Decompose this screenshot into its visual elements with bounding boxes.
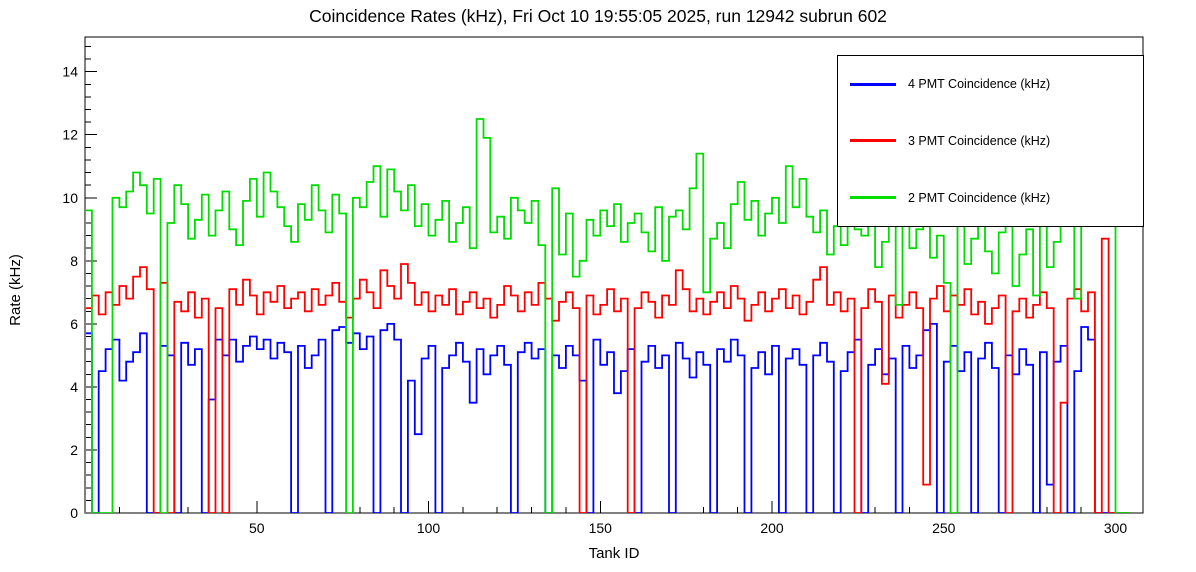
svg-text:12: 12 <box>62 127 78 143</box>
svg-text:50: 50 <box>249 520 265 536</box>
legend-label-2pmt: 2 PMT Coincidence (kHz) <box>908 190 1051 205</box>
y-axis-title: Rate (kHz) <box>7 254 24 326</box>
svg-text:8: 8 <box>70 253 78 269</box>
chart-title: Coincidence Rates (kHz), Fri Oct 10 19:5… <box>309 6 887 26</box>
legend-line-sample-2pmt <box>850 196 896 200</box>
svg-text:0: 0 <box>70 505 78 521</box>
svg-text:2: 2 <box>70 442 78 458</box>
svg-text:100: 100 <box>417 520 441 536</box>
legend-entry-2pmt: 2 PMT Coincidence (kHz) <box>838 191 1143 205</box>
legend: 4 PMT Coincidence (kHz) 3 PMT Coincidenc… <box>837 55 1144 227</box>
legend-entry-4pmt: 4 PMT Coincidence (kHz) <box>838 77 1143 91</box>
legend-line-sample-4pmt <box>850 82 896 86</box>
legend-label-3pmt: 3 PMT Coincidence (kHz) <box>908 133 1051 148</box>
svg-text:4: 4 <box>70 379 78 395</box>
svg-text:6: 6 <box>70 316 78 332</box>
plot-layer: 0 2 4 6 8 10 12 14 50 100 150 200 250 300 <box>62 36 1144 536</box>
svg-text:150: 150 <box>589 520 613 536</box>
legend-entry-3pmt: 3 PMT Coincidence (kHz) <box>838 134 1143 148</box>
svg-text:10: 10 <box>62 190 78 206</box>
x-axis-title: Tank ID <box>589 545 640 562</box>
legend-label-4pmt: 4 PMT Coincidence (kHz) <box>908 77 1051 92</box>
svg-text:300: 300 <box>1104 520 1128 536</box>
svg-text:250: 250 <box>932 520 956 536</box>
legend-line-sample-3pmt <box>850 139 896 143</box>
svg-text:14: 14 <box>62 64 78 80</box>
svg-text:200: 200 <box>760 520 784 536</box>
